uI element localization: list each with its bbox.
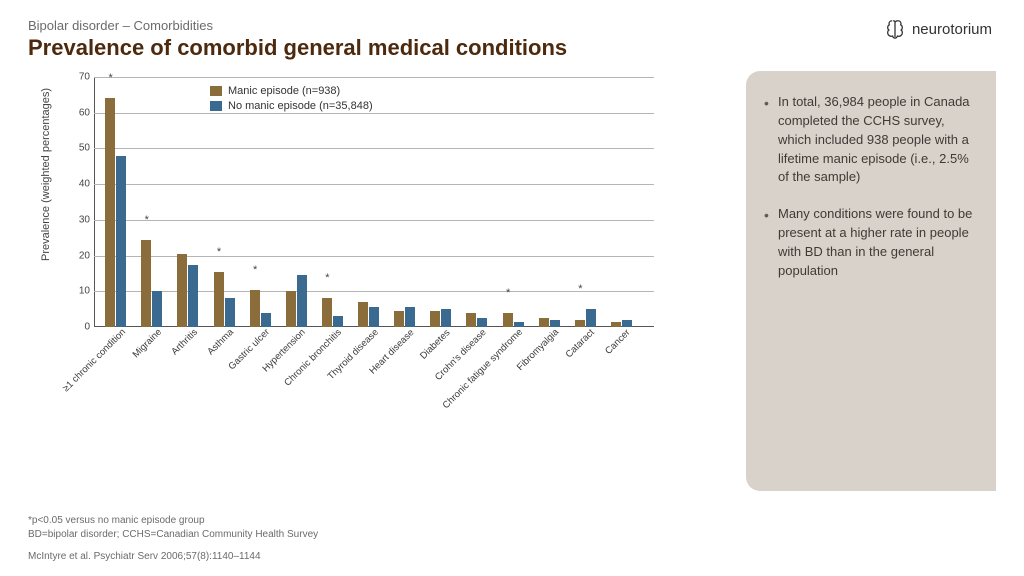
bar-group	[394, 307, 415, 327]
legend-label: No manic episode (n=35,848)	[228, 100, 373, 112]
significance-star: *	[109, 72, 113, 84]
bar	[358, 302, 368, 327]
brand-name: neurotorium	[912, 21, 992, 38]
bar	[466, 313, 476, 327]
bar-group	[503, 313, 524, 327]
bar	[214, 272, 224, 327]
bar-group	[214, 272, 235, 327]
bar	[550, 320, 560, 327]
y-tick: 30	[79, 214, 90, 225]
significance-star: *	[253, 264, 257, 276]
bar-group	[575, 309, 596, 327]
slide-subtitle: Bipolar disorder – Comorbidities	[28, 18, 996, 33]
bar	[141, 240, 151, 328]
significance-star: *	[145, 214, 149, 226]
footnotes: *p<0.05 versus no manic episode group BD…	[28, 514, 318, 564]
bullet: In total, 36,984 people in Canada comple…	[764, 93, 978, 187]
bar	[503, 313, 513, 327]
bar	[611, 322, 621, 327]
x-tick-label: Cataract	[564, 327, 597, 360]
content-row: Prevalence (weighted percentages) * * * * * *…	[28, 71, 996, 491]
legend-item-manic: Manic episode (n=938)	[210, 85, 373, 97]
bar	[188, 265, 198, 328]
significance-star: *	[578, 283, 582, 295]
bar	[177, 254, 187, 327]
bar-group	[358, 302, 379, 327]
chart-area: Prevalence (weighted percentages) * * * * * *…	[28, 71, 728, 491]
bullet: Many conditions were found to be present…	[764, 205, 978, 280]
bar-group	[539, 318, 560, 327]
significance-star: *	[325, 272, 329, 284]
footnote-abbrev: BD=bipolar disorder; CCHS=Canadian Commu…	[28, 528, 318, 542]
bullet-list: In total, 36,984 people in Canada comple…	[764, 93, 978, 281]
bar	[514, 322, 524, 327]
y-axis	[94, 77, 95, 327]
bar	[333, 316, 343, 327]
x-tick-label: ≥1 chronic condition	[60, 327, 127, 394]
legend-label: Manic episode (n=938)	[228, 85, 340, 97]
bar	[105, 98, 115, 327]
bar	[297, 275, 307, 327]
y-tick: 0	[84, 322, 90, 333]
significance-star: *	[217, 246, 221, 258]
bar-group	[611, 320, 632, 327]
brain-icon	[884, 18, 906, 40]
grid-line	[94, 113, 654, 114]
bar	[250, 290, 260, 328]
x-tick-label: Migraine	[130, 327, 164, 361]
bar	[575, 320, 585, 327]
bar	[405, 307, 415, 327]
y-tick: 60	[79, 107, 90, 118]
bar	[286, 291, 296, 327]
y-axis-label: Prevalence (weighted percentages)	[40, 88, 52, 261]
bar	[539, 318, 549, 327]
grid-line	[94, 220, 654, 221]
legend: Manic episode (n=938) No manic episode (…	[210, 85, 373, 115]
x-tick-label: Cancer	[604, 327, 633, 356]
legend-swatch	[210, 86, 222, 96]
bar	[477, 318, 487, 327]
bar	[261, 313, 271, 327]
bar	[586, 309, 596, 327]
bar	[430, 311, 440, 327]
y-tick: 10	[79, 286, 90, 297]
brand-logo: neurotorium	[884, 18, 992, 40]
bar	[394, 311, 404, 327]
y-tick: 50	[79, 143, 90, 154]
side-panel: In total, 36,984 people in Canada comple…	[746, 71, 996, 491]
significance-star: *	[506, 287, 510, 299]
bar	[116, 156, 126, 327]
bar-group	[141, 240, 162, 328]
y-tick: 20	[79, 250, 90, 261]
bar	[322, 298, 332, 327]
bar	[441, 309, 451, 327]
legend-swatch	[210, 101, 222, 111]
grid-line	[94, 77, 654, 78]
bar	[225, 298, 235, 327]
x-tick-label: Diabetes	[418, 327, 452, 361]
plot-region: *******	[94, 77, 654, 327]
bar-group	[286, 275, 307, 327]
bar-group	[250, 290, 271, 328]
grid-line	[94, 148, 654, 149]
bar	[369, 307, 379, 327]
y-tick: 40	[79, 179, 90, 190]
slide: Bipolar disorder – Comorbidities Prevale…	[0, 0, 1024, 576]
bar-chart: Prevalence (weighted percentages) * * * * * *…	[40, 71, 680, 451]
bar-group	[177, 254, 198, 327]
slide-title: Prevalence of comorbid general medical c…	[28, 35, 996, 61]
x-tick-label: Arthritis	[169, 327, 200, 358]
grid-line	[94, 184, 654, 185]
footnote-sig: *p<0.05 versus no manic episode group	[28, 514, 318, 528]
reference: McIntyre et al. Psychiatr Serv 2006;57(8…	[28, 550, 318, 564]
bar-group	[105, 98, 126, 327]
x-tick-label: Asthma	[205, 327, 236, 358]
bar-group	[430, 309, 451, 327]
bar-group	[466, 313, 487, 327]
y-tick: 70	[79, 72, 90, 83]
bar	[152, 291, 162, 327]
bar	[622, 320, 632, 327]
bar-group	[322, 298, 343, 327]
legend-item-no-manic: No manic episode (n=35,848)	[210, 100, 373, 112]
